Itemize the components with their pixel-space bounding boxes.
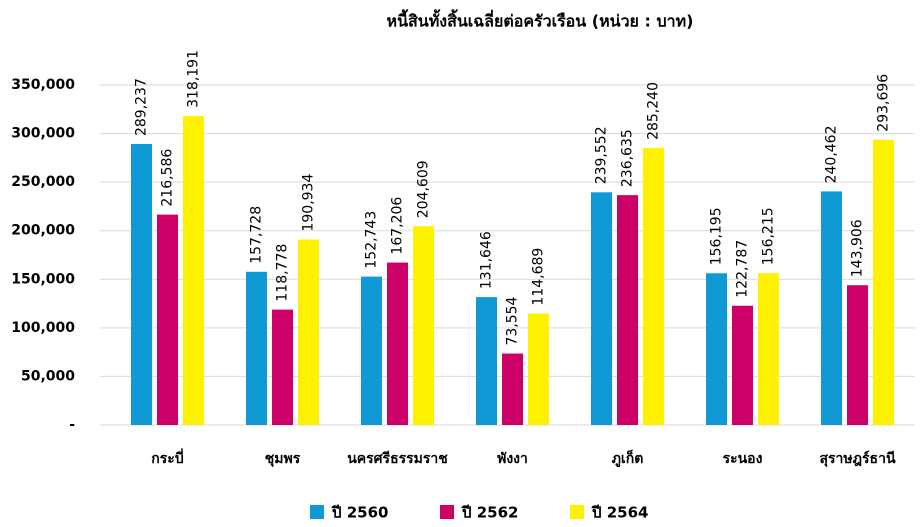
x-tick-label: ชุมพร xyxy=(265,451,301,467)
bar xyxy=(476,297,497,425)
bar xyxy=(131,144,152,425)
bar xyxy=(413,226,434,425)
legend-swatch xyxy=(440,505,454,519)
y-tick-label: 200,000 xyxy=(11,223,75,239)
value-label: 156,195 xyxy=(709,207,725,265)
x-tick-label: กระบี่ xyxy=(151,448,184,467)
legend-label: ปี 2564 xyxy=(591,504,648,522)
bar xyxy=(591,192,612,425)
x-tick-label: สุราษฎร์ธานี xyxy=(819,450,895,467)
bar xyxy=(246,271,267,425)
value-label: 204,609 xyxy=(416,160,432,218)
x-tick-label: ภูเก็ต xyxy=(612,449,644,467)
value-label: 190,934 xyxy=(301,174,317,232)
bar xyxy=(617,195,638,425)
x-tick-label: พังงา xyxy=(497,451,528,467)
legend-label: ปี 2562 xyxy=(461,504,518,522)
value-label: 289,237 xyxy=(134,78,150,136)
y-tick-label: 350,000 xyxy=(11,77,75,93)
bar xyxy=(821,191,842,425)
legend-label: ปี 2560 xyxy=(331,504,388,522)
x-tick-label: ระนอง xyxy=(723,451,763,467)
value-label: 143,906 xyxy=(850,219,866,277)
legend-swatch xyxy=(570,505,584,519)
y-tick-label: 300,000 xyxy=(11,126,75,142)
y-tick-label: 250,000 xyxy=(11,174,75,190)
bar xyxy=(502,353,523,425)
value-label: 73,554 xyxy=(505,296,521,345)
bar xyxy=(157,214,178,425)
value-label: 152,743 xyxy=(364,211,380,269)
bar xyxy=(528,313,549,425)
bar xyxy=(298,239,319,425)
bar xyxy=(643,147,664,425)
value-label: 240,462 xyxy=(824,126,840,184)
value-label: 293,696 xyxy=(876,74,892,132)
value-label: 285,240 xyxy=(646,82,662,140)
legend-swatch xyxy=(310,505,324,519)
value-label: 156,215 xyxy=(761,207,777,265)
bar xyxy=(847,285,868,425)
value-label: 157,728 xyxy=(249,206,265,264)
x-tick-label: นครศรีธรรมราช xyxy=(347,451,448,467)
bar xyxy=(272,309,293,425)
y-tick-label: - xyxy=(69,417,75,433)
y-tick-label: 50,000 xyxy=(21,368,75,384)
value-label: 239,552 xyxy=(594,126,610,184)
value-label: 216,586 xyxy=(160,149,176,207)
chart-title: หนี้สินทั้งสิ้นเฉลี่ยต่อครัวเรือน (หน่วย… xyxy=(387,9,694,31)
bar xyxy=(387,262,408,425)
bar xyxy=(183,115,204,425)
y-tick-label: 100,000 xyxy=(11,320,75,336)
value-label: 167,206 xyxy=(390,197,406,255)
value-label: 131,646 xyxy=(479,231,495,289)
value-label: 118,778 xyxy=(275,244,291,302)
value-label: 236,635 xyxy=(620,129,636,187)
value-label: 114,689 xyxy=(531,248,547,306)
bar xyxy=(758,273,779,425)
bar xyxy=(873,139,894,425)
bar xyxy=(361,276,382,425)
bar xyxy=(706,273,727,425)
bar xyxy=(732,305,753,425)
value-label: 318,191 xyxy=(186,50,202,108)
y-tick-label: 150,000 xyxy=(11,271,75,287)
value-label: 122,787 xyxy=(735,240,751,298)
